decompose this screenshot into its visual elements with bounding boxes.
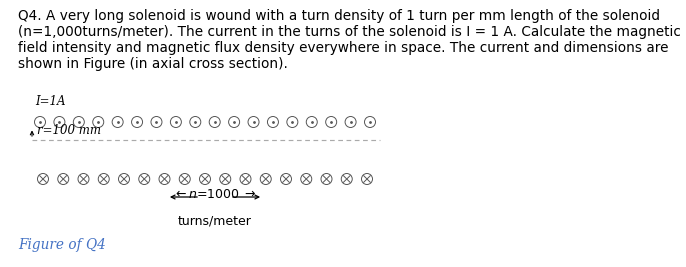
Text: I=1A: I=1A [35,95,65,108]
Text: r=100 mm: r=100 mm [37,124,101,136]
Text: shown in Figure (in axial cross section).: shown in Figure (in axial cross section)… [18,57,288,71]
Text: Q4. A very long solenoid is wound with a turn density of 1 turn per mm length of: Q4. A very long solenoid is wound with a… [18,9,660,23]
Text: $\leftarrow$$n$=1000 $\rightarrow$: $\leftarrow$$n$=1000 $\rightarrow$ [173,189,257,202]
Text: turns/meter: turns/meter [178,214,252,227]
Text: field intensity and magnetic flux density everywhere in space. The current and d: field intensity and magnetic flux densit… [18,41,668,55]
Text: Figure of Q4: Figure of Q4 [18,238,106,252]
Text: (n=1,000turns/meter). The current in the turns of the solenoid is I = 1 A. Calcu: (n=1,000turns/meter). The current in the… [18,25,681,39]
